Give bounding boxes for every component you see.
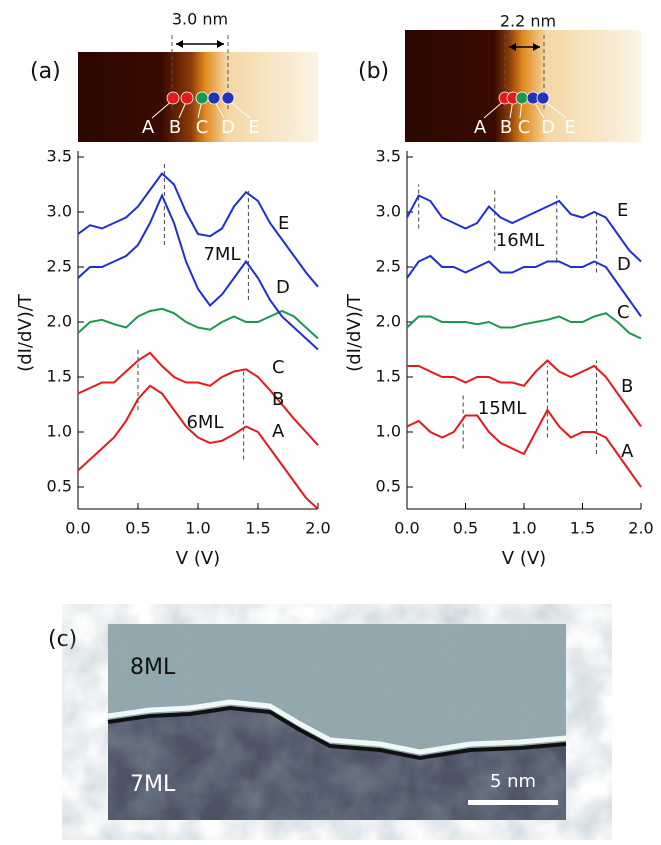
region-label: 7ML <box>130 772 176 797</box>
annotation: 6ML <box>186 412 223 433</box>
curve <box>406 194 642 263</box>
point-label: A <box>142 117 155 138</box>
curve <box>77 307 319 340</box>
curve <box>407 359 642 428</box>
step-shadow <box>107 705 567 761</box>
curve <box>406 254 642 318</box>
x-tick-label: 0.0 <box>65 519 90 538</box>
y-tick-label: 3.5 <box>47 147 72 166</box>
panel-label: (a) <box>30 59 61 84</box>
scale-label: 2.2 nm <box>500 12 556 31</box>
annotation: 15ML <box>478 398 526 419</box>
texture <box>108 624 566 820</box>
curve <box>406 408 642 488</box>
y-tick-label: 1.5 <box>47 367 72 386</box>
y-tick-label: 3.5 <box>376 147 401 166</box>
region-label: 8ML <box>130 655 176 680</box>
y-axis-label: (dI/dV)/T <box>15 293 36 372</box>
point-label: E <box>564 117 575 138</box>
panel-label: (b) <box>358 59 389 84</box>
step-edge <box>107 699 567 755</box>
curve <box>77 351 319 446</box>
y-tick-label: 3.0 <box>47 202 72 221</box>
x-tick-label: 0.5 <box>453 519 478 538</box>
arrow-head <box>509 43 540 51</box>
x-axis-label: V (V) <box>176 548 220 569</box>
point-label: B <box>169 117 181 138</box>
x-tick-label: 0.5 <box>125 519 150 538</box>
y-tick-label: 2.0 <box>376 312 401 331</box>
curve-label: C <box>272 357 285 378</box>
curve-label: A <box>621 441 634 462</box>
y-tick-label: 1.5 <box>376 367 401 386</box>
curve-label: C <box>617 302 630 323</box>
annotation: 7ML <box>203 244 240 265</box>
point <box>221 91 235 105</box>
y-tick-label: 3.0 <box>376 202 401 221</box>
curve-label: B <box>272 389 284 410</box>
stm-image <box>405 30 641 142</box>
scale-bar-label: 5 nm <box>490 771 536 792</box>
point <box>166 91 180 105</box>
x-tick-label: 0.0 <box>394 519 419 538</box>
curve-label: B <box>621 376 633 397</box>
y-tick-label: 0.5 <box>47 477 72 496</box>
y-tick-label: 1.0 <box>47 422 72 441</box>
point <box>207 91 221 105</box>
curve <box>77 192 319 351</box>
curve-label: E <box>617 200 628 221</box>
x-tick-label: 1.0 <box>511 519 536 538</box>
point <box>515 91 529 105</box>
scale-label: 3.0 nm <box>172 10 228 29</box>
y-tick-label: 1.0 <box>376 422 401 441</box>
x-tick-label: 1.0 <box>185 519 210 538</box>
point-label: C <box>518 117 531 138</box>
y-axis-label: (dI/dV)/T <box>344 293 365 372</box>
y-tick-label: 2.5 <box>376 257 401 276</box>
x-tick-label: 2.0 <box>305 519 330 538</box>
point-label: B <box>500 117 512 138</box>
curve-label: A <box>272 421 285 442</box>
x-tick-label: 2.0 <box>628 519 653 538</box>
x-axis-label: V (V) <box>502 548 546 569</box>
point <box>180 91 194 105</box>
point <box>536 91 550 105</box>
scale-bar <box>468 800 558 805</box>
curve <box>77 384 319 510</box>
curve-label: D <box>276 277 290 298</box>
x-tick-label: 1.5 <box>570 519 595 538</box>
point-label: A <box>474 117 487 138</box>
point-label: D <box>541 117 555 138</box>
curve <box>77 172 319 288</box>
curve-label: E <box>278 213 289 234</box>
point-label: E <box>248 117 259 138</box>
point <box>195 91 209 105</box>
y-tick-label: 2.0 <box>47 312 72 331</box>
curve <box>406 312 642 340</box>
point-label: C <box>196 117 209 138</box>
point-label: D <box>221 117 235 138</box>
y-tick-label: 0.5 <box>376 477 401 496</box>
curve-label: D <box>617 254 631 275</box>
y-tick-label: 2.5 <box>47 257 72 276</box>
panel-label: (c) <box>48 627 77 652</box>
annotation: 16ML <box>496 230 544 251</box>
x-tick-label: 1.5 <box>245 519 270 538</box>
